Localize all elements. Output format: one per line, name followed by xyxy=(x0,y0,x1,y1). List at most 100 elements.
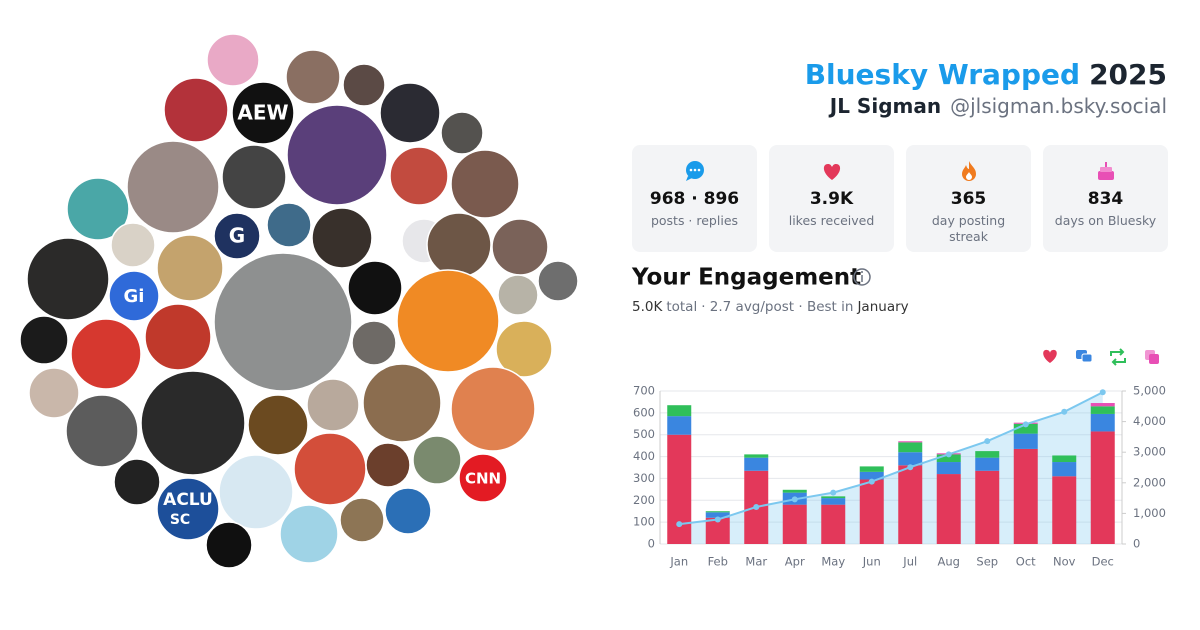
avatar[interactable] xyxy=(440,111,484,155)
cumulative-point xyxy=(1022,421,1029,428)
avatar[interactable] xyxy=(285,49,341,105)
total-word: total xyxy=(666,299,697,315)
cumulative-point xyxy=(830,489,837,496)
avatar[interactable] xyxy=(218,454,294,530)
legend-icon[interactable] xyxy=(1110,348,1126,366)
bar-segment xyxy=(1090,413,1115,432)
avatar[interactable] xyxy=(140,370,246,476)
avatar[interactable] xyxy=(26,237,110,321)
avatar[interactable] xyxy=(379,82,441,144)
bar-segment xyxy=(821,496,846,499)
bar-segment xyxy=(898,442,923,453)
avatar[interactable] xyxy=(311,207,373,269)
bar-segment xyxy=(667,434,692,544)
cumulative-point xyxy=(714,516,721,523)
bar-segment xyxy=(859,479,884,544)
x-tick-label: Feb xyxy=(708,555,728,569)
legend-icon[interactable] xyxy=(1145,350,1159,364)
avatar[interactable] xyxy=(491,218,549,276)
avatar[interactable] xyxy=(396,269,500,373)
avatar[interactable] xyxy=(293,432,367,506)
avatar[interactable] xyxy=(450,366,536,452)
stat-label: day posting streak xyxy=(931,213,1006,244)
avatar[interactable] xyxy=(156,477,220,541)
avatar[interactable] xyxy=(497,274,539,316)
y-tick-label: 200 xyxy=(633,493,655,507)
avatar-collage: AEW G Gi CNN ACLU SC xyxy=(19,33,579,569)
legend-icon[interactable] xyxy=(1043,349,1057,363)
bar-segment xyxy=(821,498,846,505)
cumulative-point xyxy=(791,496,798,503)
avatar[interactable] xyxy=(389,146,449,206)
chart: 0 100 200 300 400 500 600 700 0 1,000 2,000 3,000 4,… xyxy=(633,384,1166,569)
bar-segment xyxy=(975,451,1000,458)
avatar[interactable] xyxy=(279,504,339,564)
stat-icon xyxy=(1097,162,1114,180)
engagement-summary: 5.0K total · 2.7 avg/post · Best in January xyxy=(632,299,909,315)
avatar[interactable] xyxy=(156,234,224,302)
bar-segment xyxy=(782,504,807,544)
avatar[interactable] xyxy=(144,303,212,371)
avatar[interactable] xyxy=(351,320,397,366)
y-tick-label: 300 xyxy=(633,471,655,485)
y-tick-label: 100 xyxy=(633,515,655,529)
avatar[interactable] xyxy=(362,363,442,443)
avatar[interactable] xyxy=(206,33,260,87)
avatar[interactable] xyxy=(70,318,142,390)
bar-segment xyxy=(975,457,1000,471)
avatar[interactable] xyxy=(347,260,403,316)
avatar[interactable] xyxy=(384,487,432,535)
legend-icon[interactable] xyxy=(1076,350,1093,363)
avatar[interactable] xyxy=(66,177,130,241)
avatar[interactable] xyxy=(339,497,385,543)
avatar-logo: G xyxy=(229,224,245,248)
stat-icon xyxy=(685,161,704,181)
x-tick-label: Jan xyxy=(669,555,688,569)
bar-segment xyxy=(1052,476,1077,544)
avatar[interactable] xyxy=(342,63,386,107)
avatar[interactable] xyxy=(108,270,160,322)
x-tick-label: Oct xyxy=(1016,555,1036,569)
avatar-logo: SC xyxy=(170,512,190,528)
bar-segment xyxy=(1013,448,1038,544)
info-icon[interactable] xyxy=(853,268,871,286)
avatar[interactable] xyxy=(495,320,553,378)
avatar[interactable] xyxy=(205,521,253,569)
avatar[interactable] xyxy=(426,212,492,278)
avatar[interactable] xyxy=(365,442,411,488)
avatar[interactable] xyxy=(458,453,508,503)
user-name: JL Sigman xyxy=(828,94,941,118)
stat-label: likes received xyxy=(788,213,875,228)
avatar[interactable] xyxy=(110,222,156,268)
avatar[interactable] xyxy=(113,458,161,506)
y2-tick-label: 3,000 xyxy=(1133,445,1166,459)
bar-segment xyxy=(1013,433,1038,449)
x-tick-label: Nov xyxy=(1053,555,1076,569)
avatar[interactable] xyxy=(28,367,80,419)
bar-segment xyxy=(975,470,1000,544)
cumulative-point xyxy=(868,478,875,485)
bar-segment xyxy=(667,405,692,417)
avatar[interactable] xyxy=(213,212,261,260)
avatar[interactable] xyxy=(221,144,287,210)
avatar[interactable] xyxy=(65,394,139,468)
avatar[interactable] xyxy=(537,260,579,302)
avatar-logo: Gi xyxy=(124,286,145,307)
bar-segment xyxy=(744,454,769,458)
avatar[interactable] xyxy=(163,77,229,143)
avatar[interactable] xyxy=(126,140,220,234)
avatar[interactable] xyxy=(450,149,520,219)
avatar[interactable] xyxy=(213,252,353,392)
avatar[interactable] xyxy=(247,394,309,456)
stat-icon xyxy=(961,161,976,181)
avatar[interactable] xyxy=(266,202,312,248)
cumulative-point xyxy=(907,464,914,471)
bar-segment xyxy=(705,512,730,518)
avatar[interactable] xyxy=(231,81,295,145)
stat-card: 834 days on Bluesky xyxy=(1043,145,1168,252)
avatar[interactable] xyxy=(412,435,462,485)
avatar[interactable] xyxy=(306,378,360,432)
avatar[interactable] xyxy=(19,315,69,365)
avatar[interactable] xyxy=(286,104,388,206)
